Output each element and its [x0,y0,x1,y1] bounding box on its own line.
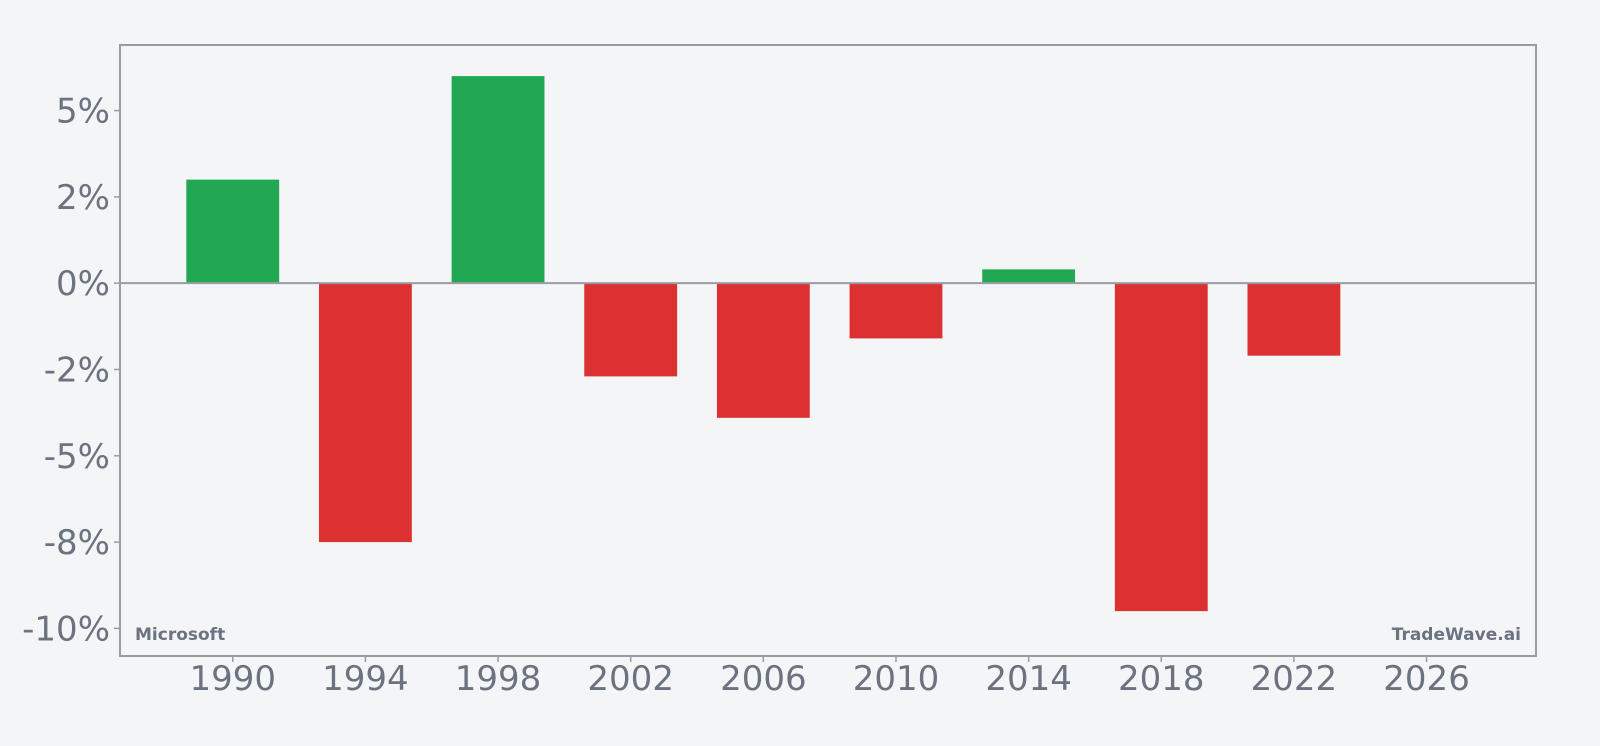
y-axis: 5% 2% 0% -2% -5% -8% -10% [22,92,120,649]
x-tick-label: 2014 [985,659,1072,699]
bar-2014 [982,269,1076,284]
bar-2002 [584,283,678,377]
x-axis: 1990 1994 1998 2002 2006 2010 2014 2018 2022 2026 [189,656,1470,699]
bars-group [186,76,1341,612]
x-tick-label: 1990 [189,659,276,699]
bar-2010 [849,283,943,339]
x-tick-label: 2018 [1118,659,1205,699]
y-tick-label: 5% [56,92,110,132]
bar-2006 [716,283,810,418]
bar-1990 [186,179,280,284]
y-tick-label: 2% [56,178,110,218]
bar-1994 [318,283,412,543]
x-tick-label: 2026 [1383,659,1470,699]
y-tick-label: -2% [44,350,110,390]
watermark-company: Microsoft [135,625,225,645]
x-tick-label: 2002 [587,659,674,699]
watermark-brand: TradeWave.ai [1392,625,1521,645]
x-tick-label: 1998 [455,659,542,699]
y-tick-label: 0% [56,264,110,304]
y-tick-label: -8% [44,523,110,563]
x-tick-label: 2006 [720,659,807,699]
plot-frame [119,44,1537,657]
y-tick-label: -10% [22,609,110,649]
x-tick-label: 1994 [322,659,409,699]
bar-1998 [451,76,545,284]
bar-2018 [1114,283,1208,612]
y-tick-label: -5% [44,437,110,477]
bar-2022 [1247,283,1341,356]
x-tick-label: 2010 [853,659,940,699]
x-tick-label: 2022 [1251,659,1338,699]
